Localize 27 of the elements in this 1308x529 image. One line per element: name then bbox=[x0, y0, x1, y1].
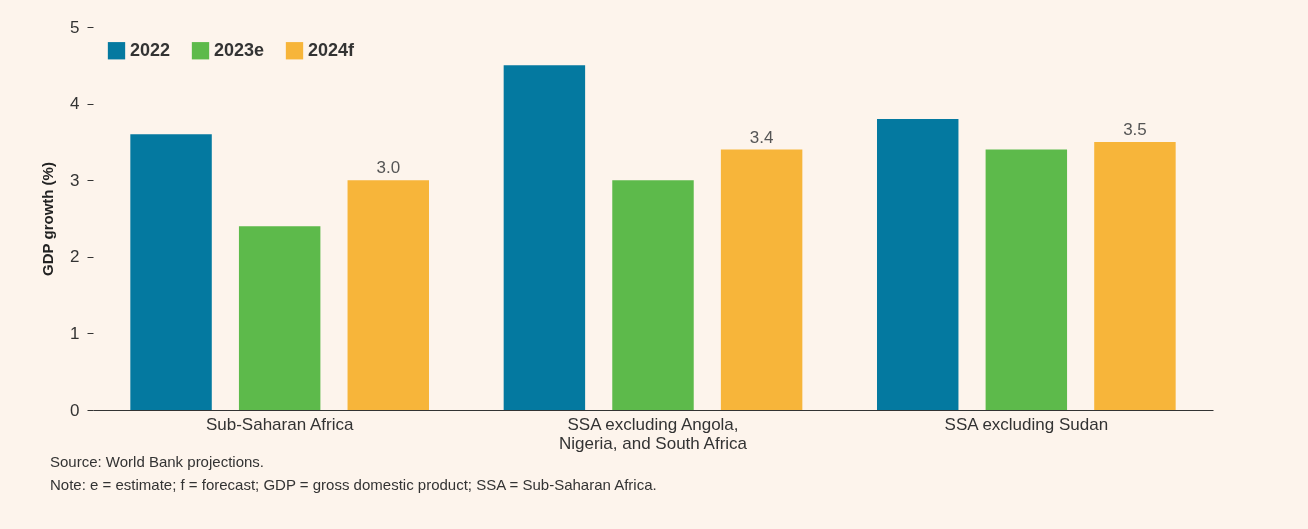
bar bbox=[347, 180, 429, 410]
legend-label: 2023e bbox=[214, 39, 265, 60]
data-label: 3.4 bbox=[749, 127, 774, 147]
y-tick-label: 1 bbox=[70, 323, 80, 343]
legend-label: 2022 bbox=[130, 39, 171, 60]
bar bbox=[877, 118, 959, 410]
y-tick-label: 0 bbox=[70, 400, 80, 420]
x-tick-label: SSA excluding Sudan bbox=[944, 414, 1109, 434]
x-tick-label: SSA excluding Angola, Nigeria, and South Africa bbox=[558, 414, 748, 453]
bar bbox=[1094, 141, 1176, 410]
data-label: 3.5 bbox=[1123, 119, 1147, 139]
y-tick-label: 5 bbox=[70, 17, 80, 37]
text: Note: e = estimate; f = forecast; GDP = gross domestic product; SSA = Sub-Saharan Africa. bbox=[50, 476, 658, 493]
bar bbox=[130, 134, 212, 410]
y-tick-label: 4 bbox=[70, 94, 80, 114]
bar bbox=[612, 180, 694, 410]
y-tick-label: 2 bbox=[70, 247, 80, 267]
bar bbox=[238, 226, 321, 410]
bar bbox=[985, 149, 1068, 410]
data-label: 3.0 bbox=[376, 158, 401, 178]
bar bbox=[720, 149, 803, 410]
x-tick-label: Sub-Saharan Africa bbox=[205, 414, 354, 434]
y-tick-label: 3 bbox=[70, 170, 80, 190]
source-note: Source: World Bank projections. bbox=[50, 453, 265, 470]
y-axis-title: GDP growth (%) bbox=[39, 162, 57, 276]
legend-label: 2024f bbox=[308, 39, 356, 60]
bar bbox=[503, 65, 586, 410]
